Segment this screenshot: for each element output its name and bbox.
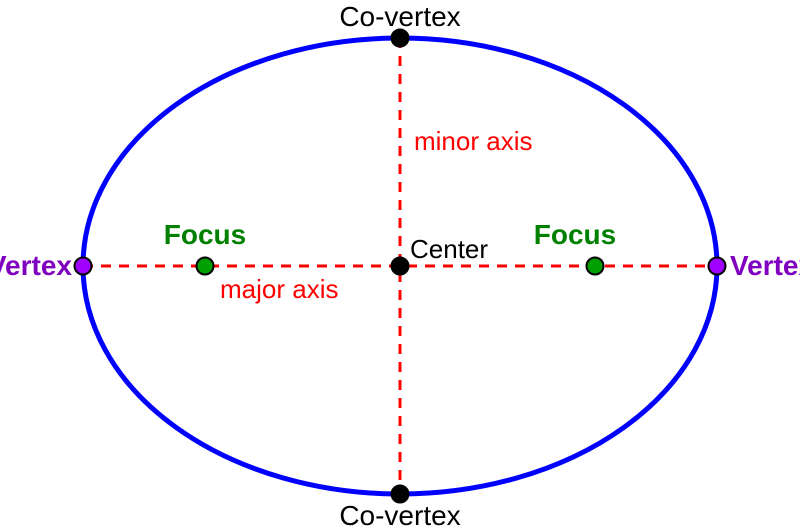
minor-axis-label: minor axis [414,126,532,156]
major-axis-label: major axis [220,274,338,304]
covertex-top-point [392,30,409,47]
vertex-left-point [75,258,92,275]
center-label: Center [410,234,488,264]
focus-right-label: Focus [534,219,616,250]
focus-left-label: Focus [164,219,246,250]
vertex-left-label: Vertex [0,250,72,281]
center-point [392,258,409,275]
focus-right-point [587,258,604,275]
covertex-top-label: Co-vertex [339,1,460,32]
vertex-right-point [709,258,726,275]
covertex-bottom-label: Co-vertex [339,500,460,531]
focus-left-point [197,258,214,275]
vertex-right-label: Vertex [730,250,800,281]
